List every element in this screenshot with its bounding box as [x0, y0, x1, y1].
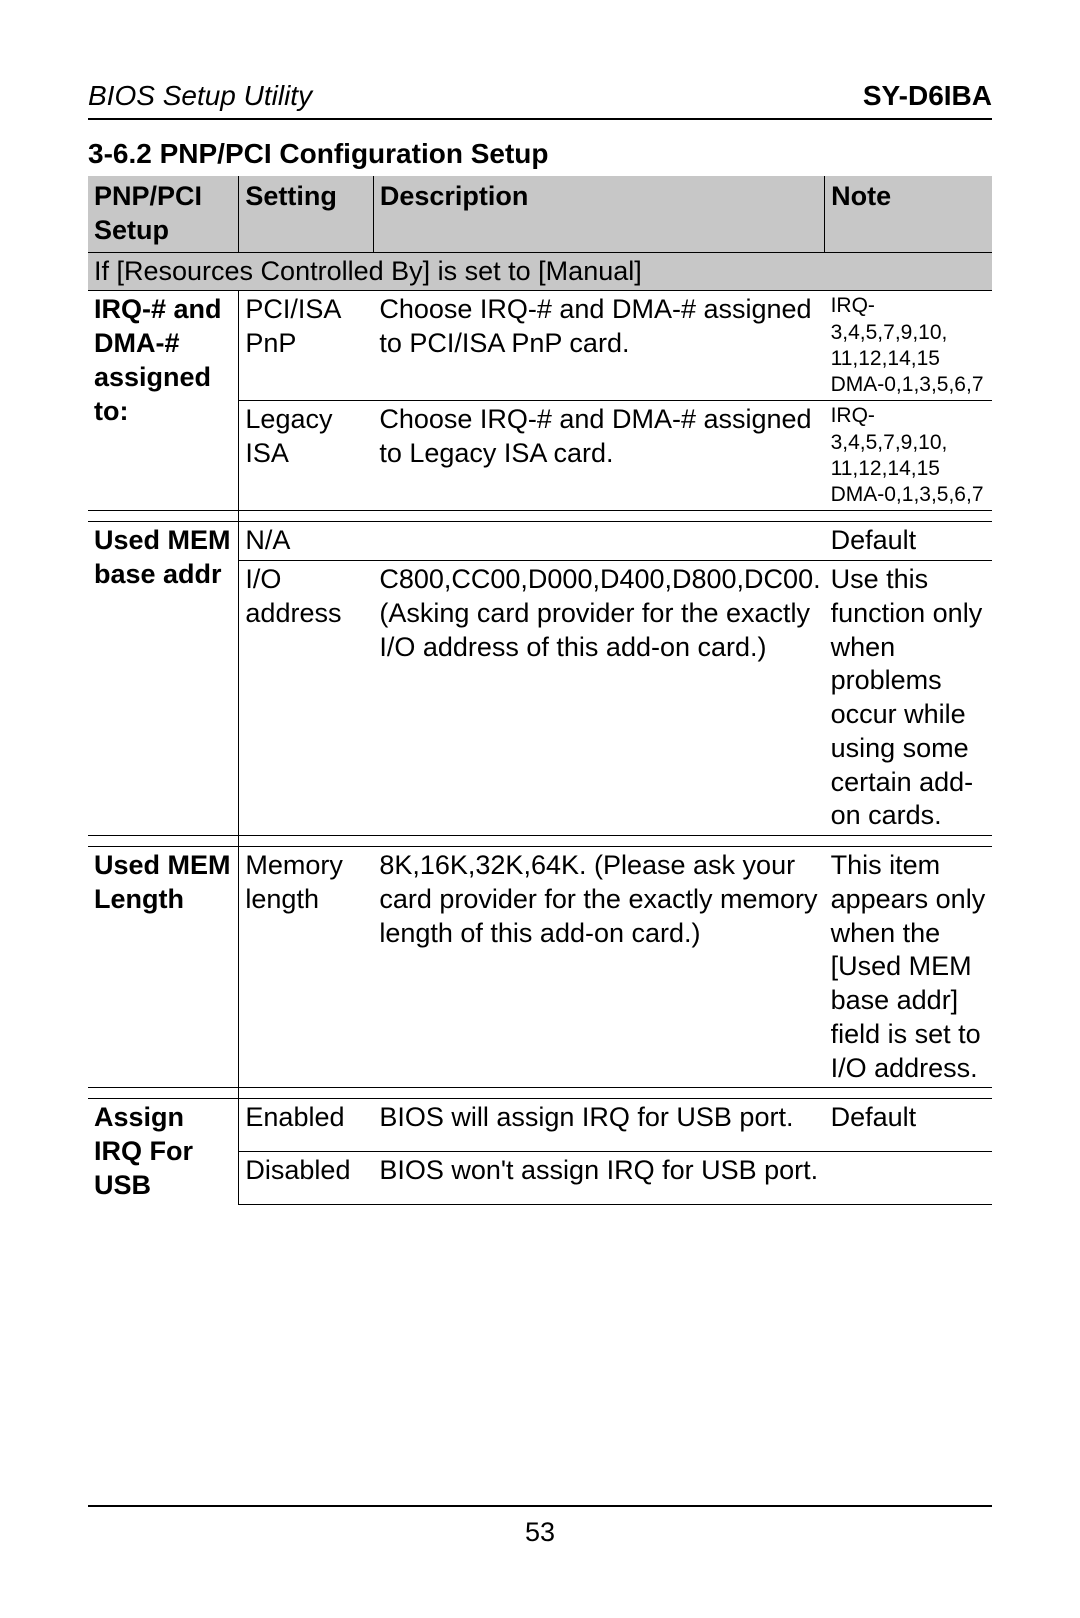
table-row: Used MEM base addr N/A Default: [88, 522, 992, 561]
cell-note: Use this function only when problems occ…: [825, 561, 992, 836]
cell-setting: Enabled: [239, 1099, 373, 1152]
row-label-usb: Assign IRQ For USB: [88, 1099, 239, 1205]
cell-setting: PCI/ISA PnP: [239, 291, 373, 401]
cell-note: [825, 1152, 992, 1205]
cell-note: Default: [825, 1099, 992, 1152]
spacer-row: [88, 511, 992, 522]
condition-row: If [Resources Controlled By] is set to […: [88, 252, 992, 291]
cell-desc: [373, 522, 824, 561]
col-header-setup: PNP/PCI Setup: [88, 176, 239, 252]
row-label-irq: IRQ-# and DMA-# assigned to:: [88, 291, 239, 511]
spacer-row: [88, 1088, 992, 1099]
header-right: SY-D6IBA: [863, 80, 992, 112]
cell-desc: 8K,16K,32K,64K. (Please ask your card pr…: [373, 847, 824, 1088]
condition-text: If [Resources Controlled By] is set to […: [88, 252, 992, 291]
table-header-row: PNP/PCI Setup Setting Description Note: [88, 176, 992, 252]
col-header-description: Description: [373, 176, 824, 252]
cell-note: IRQ-3,4,5,7,9,10, 11,12,14,15 DMA-0,1,3,…: [825, 401, 992, 511]
table-row: Used MEM Length Memory length 8K,16K,32K…: [88, 847, 992, 1088]
cell-note: This item appears only when the [Used ME…: [825, 847, 992, 1088]
cell-note: IRQ-3,4,5,7,9,10, 11,12,14,15 DMA-0,1,3,…: [825, 291, 992, 401]
cell-setting: Memory length: [239, 847, 373, 1088]
cell-desc: Choose IRQ-# and DMA-# assigned to Legac…: [373, 401, 824, 511]
cell-setting: N/A: [239, 522, 373, 561]
cell-desc: BIOS will assign IRQ for USB port.: [373, 1099, 824, 1152]
header-left: BIOS Setup Utility: [88, 80, 312, 112]
row-label-membase: Used MEM base addr: [88, 522, 239, 836]
table-row: IRQ-# and DMA-# assigned to: PCI/ISA PnP…: [88, 291, 992, 401]
cell-desc: BIOS won't assign IRQ for USB port.: [373, 1152, 824, 1205]
cell-setting: I/O address: [239, 561, 373, 836]
section-title: 3-6.2 PNP/PCI Configuration Setup: [88, 138, 992, 170]
cell-setting: Disabled: [239, 1152, 373, 1205]
page-footer: 53: [88, 1505, 992, 1548]
config-table: PNP/PCI Setup Setting Description Note I…: [88, 176, 992, 1205]
cell-setting: Legacy ISA: [239, 401, 373, 511]
cell-desc: C800,CC00,D000,D400,D800,DC00. (Asking c…: [373, 561, 824, 836]
page-number: 53: [525, 1517, 555, 1547]
cell-desc: Choose IRQ-# and DMA-# assigned to PCI/I…: [373, 291, 824, 401]
page-header: BIOS Setup Utility SY-D6IBA: [88, 80, 992, 120]
col-header-note: Note: [825, 176, 992, 252]
col-header-setting: Setting: [239, 176, 373, 252]
spacer-row: [88, 836, 992, 847]
table-row: Assign IRQ For USB Enabled BIOS will ass…: [88, 1099, 992, 1152]
row-label-memlen: Used MEM Length: [88, 847, 239, 1088]
cell-note: Default: [825, 522, 992, 561]
